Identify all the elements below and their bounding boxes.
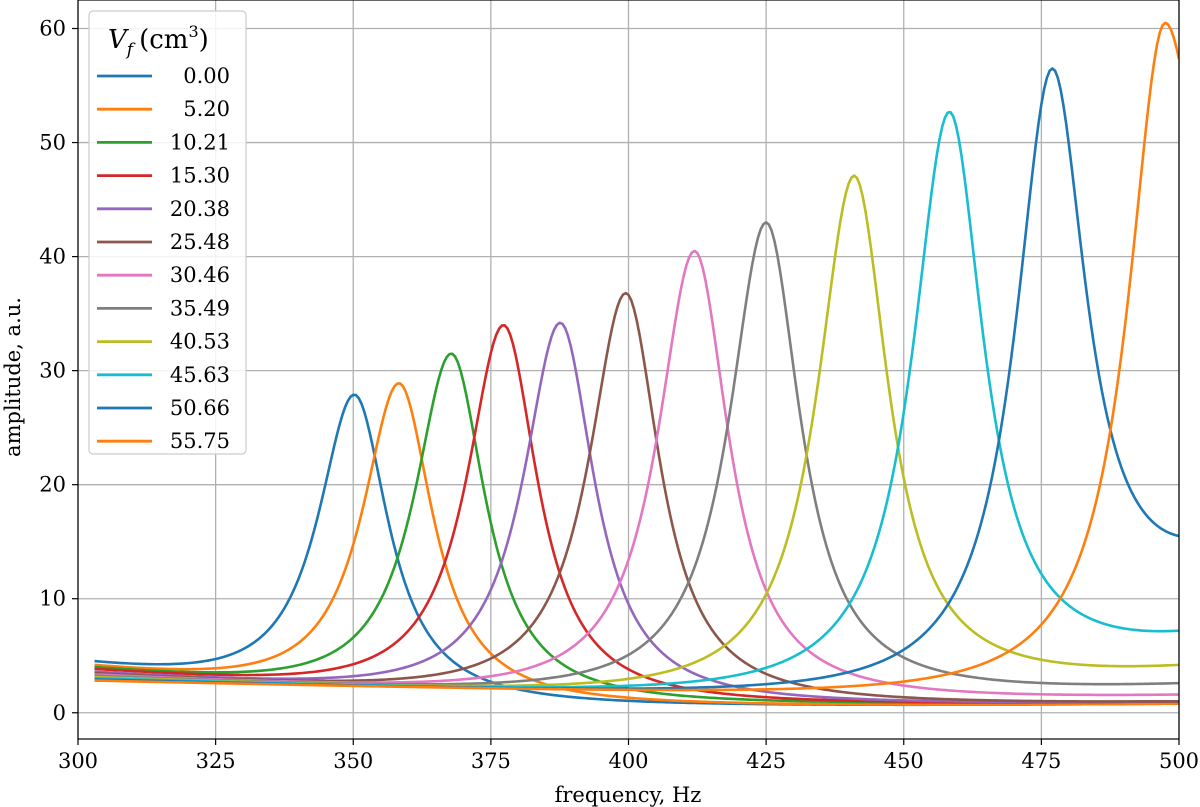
y-tick-label: 60 (39, 17, 66, 41)
y-tick-label: 20 (39, 473, 66, 497)
y-tick-label: 40 (39, 245, 66, 269)
legend-label: 0.00 (183, 64, 230, 88)
x-tick-labels: 300 325 350 375 400 425 450 475 500 (58, 749, 1199, 773)
series-line-45-63 (94, 110, 1179, 689)
legend-box (88, 10, 247, 455)
y-tick-label: 0 (53, 701, 66, 725)
y-tick-label: 30 (39, 359, 66, 383)
y-tick-labels: 0 10 20 30 40 50 60 (39, 17, 66, 725)
legend-label: 35.49 (170, 296, 230, 320)
x-tick-label: 475 (1021, 749, 1061, 773)
y-tick-label: 50 (39, 131, 66, 155)
legend-title: Vf (cm3) (108, 22, 209, 60)
x-tick-label: 325 (196, 749, 236, 773)
series-line-35-49 (94, 221, 1179, 686)
legend-title-subscript: f (125, 40, 136, 60)
axis-ticks (72, 27, 1180, 745)
legend-label: 5.20 (183, 97, 230, 121)
legend-label: 40.53 (170, 330, 230, 354)
x-tick-label: 425 (746, 749, 786, 773)
y-tick-label: 10 (39, 587, 66, 611)
legend-title-unit: (cm (139, 25, 188, 55)
legend-label: 25.48 (170, 230, 230, 254)
legend-label: 10.21 (170, 130, 230, 154)
x-tick-label: 500 (1159, 749, 1199, 773)
legend-label: 55.75 (170, 429, 230, 453)
legend-title-close: ) (199, 25, 209, 55)
series-line-0-00 (94, 393, 1179, 707)
series-line-50-66 (94, 67, 1179, 690)
x-axis-label: frequency, Hz (555, 783, 702, 807)
x-tick-label: 300 (58, 749, 98, 773)
legend-label: 50.66 (170, 396, 230, 420)
legend-label: 20.38 (170, 197, 230, 221)
x-tick-label: 400 (608, 749, 648, 773)
legend-label: 15.30 (170, 164, 230, 188)
series-lines (94, 21, 1179, 707)
legend-items: 0.00 5.20 10.21 15.30 20.38 25.48 30.46 35.49 40… (97, 64, 230, 453)
legend-label: 45.63 (170, 363, 230, 387)
x-tick-label: 375 (471, 749, 511, 773)
series-line-55-75 (94, 21, 1179, 692)
series-line-5-20 (94, 382, 1179, 706)
legend-label: 30.46 (170, 263, 230, 287)
legend-title-symbol: V (108, 25, 129, 55)
series-line-40-53 (94, 174, 1179, 688)
x-tick-label: 350 (333, 749, 373, 773)
legend: Vf (cm3) 0.00 5.20 10.21 15.30 20.38 25.48 30.4… (88, 10, 247, 455)
legend-title-superscript: 3 (188, 22, 198, 41)
y-axis-label: amplitude, a.u. (1, 297, 25, 457)
grid-lines (77, 0, 1180, 739)
x-tick-label: 450 (884, 749, 924, 773)
